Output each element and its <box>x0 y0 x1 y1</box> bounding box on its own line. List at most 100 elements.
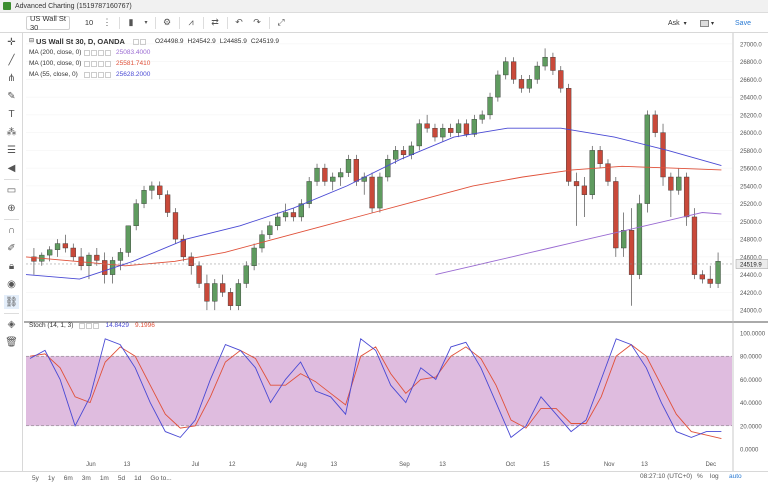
candle-body <box>550 56 556 71</box>
collapse-icon[interactable]: ⊟ <box>29 38 35 44</box>
symbol-search-input[interactable]: US Wall St 30 <box>26 14 70 32</box>
indicators-icon[interactable]: ⩘ <box>188 17 194 27</box>
time-tick-label: Jun <box>86 462 96 468</box>
layers-icon[interactable]: ◈ <box>7 318 16 330</box>
text-tool-icon[interactable]: T <box>8 108 15 120</box>
ma-value: 25581.7410 <box>116 60 151 67</box>
chevron-down-icon: ▾ <box>683 20 687 27</box>
clock-time[interactable]: 08:27:10 (UTC+0) <box>640 473 693 480</box>
interval-select[interactable]: 10 <box>84 18 94 27</box>
stay-drawing-icon[interactable]: ✐ <box>7 242 16 254</box>
range-5y[interactable]: 5y <box>32 474 39 482</box>
window-title: Advanced Charting (1519787160767) <box>15 2 132 10</box>
price-type-select[interactable]: Ask ▾ <box>668 16 690 30</box>
range-6m[interactable]: 6m <box>63 474 73 482</box>
link-icon[interactable]: ⛓︎ <box>4 295 19 309</box>
stoch-d-line <box>29 344 722 440</box>
goto-date-button[interactable]: Go to... <box>150 474 172 482</box>
eye-icon[interactable]: ◉ <box>7 278 16 290</box>
ohlc-low: L24485.9 <box>219 38 247 45</box>
interval-dropdown-icon[interactable]: ⋮ <box>102 17 112 27</box>
candle-body <box>125 225 131 253</box>
top-toolbar: US Wall St 30 10 ⋮ ▮ ▾ ⚙ ⩘ ⇄ ↶ ↷ ⤢ <box>0 13 768 33</box>
ohlc-open: O24498.9 <box>154 38 184 45</box>
candle-body <box>133 203 139 227</box>
trend-line-icon[interactable]: ╱ <box>8 54 15 66</box>
fullscreen-icon[interactable]: ⤢ <box>277 17 285 27</box>
price-tick-label: 24200.0 <box>740 291 762 297</box>
candle-body <box>597 150 603 164</box>
ma-200-legend[interactable]: MA (200, close, 0) 25083.4000 <box>29 47 279 58</box>
candle-body <box>290 212 297 218</box>
color-theme-button[interactable]: ▾ <box>700 16 718 30</box>
color-swatch-icon <box>700 19 709 27</box>
magnet-icon[interactable]: ∩ <box>7 224 16 236</box>
time-tick-label: 13 <box>641 462 648 468</box>
candle-body <box>542 56 548 67</box>
candle-body <box>644 114 650 204</box>
candle-body <box>243 265 249 284</box>
candle-body <box>573 181 580 187</box>
lock-icon[interactable]: 🔒︎ <box>8 260 15 272</box>
candle-body <box>180 238 186 258</box>
range-1m[interactable]: 1m <box>99 474 109 482</box>
save-button[interactable]: Save <box>735 19 751 27</box>
measure-icon[interactable]: ▭ <box>6 184 17 196</box>
last-price-badge <box>735 259 768 269</box>
candle-body <box>707 278 713 284</box>
pattern-icon[interactable]: ⁂ <box>6 126 17 138</box>
ma-100-legend[interactable]: MA (100, close, 0) 25581.7410 <box>29 58 279 69</box>
candle-body <box>526 79 532 89</box>
range-1d[interactable]: 1d <box>134 474 142 482</box>
stoch-legend[interactable]: Stoch (14, 1, 3) 14.8429 9.1996 <box>29 322 155 329</box>
ma-55-legend[interactable]: MA (55, close, 0) 25628.2000 <box>29 69 279 80</box>
time-tick-label: Sep <box>399 462 410 468</box>
price-tick-label: 25600.0 <box>740 167 762 173</box>
trash-icon[interactable]: 🗑︎ <box>5 336 18 348</box>
candle-body <box>463 123 470 135</box>
ma-label: MA (100, close, 0) <box>29 60 82 67</box>
candle-body <box>534 65 540 80</box>
candle-body <box>345 159 352 173</box>
candle-style-icon[interactable]: ▮ <box>128 17 134 27</box>
stoch-tick-label: 80.0000 <box>740 355 762 361</box>
ma-value: 25083.4000 <box>116 49 151 56</box>
range-5d[interactable]: 5d <box>117 474 126 482</box>
stoch-k-value: 14.8429 <box>105 322 129 329</box>
fib-icon[interactable]: ☰ <box>7 144 16 156</box>
candle-body <box>251 247 257 266</box>
candle-body <box>699 274 705 280</box>
log-toggle[interactable]: log <box>710 473 719 480</box>
chevron-down-icon[interactable]: ▾ <box>144 20 148 26</box>
zoom-in-icon[interactable]: ⊕ <box>7 202 16 214</box>
symbol-title: US Wall St 30, D, OANDA <box>36 37 125 46</box>
percent-toggle[interactable]: % <box>697 473 703 480</box>
candle-body <box>70 247 76 258</box>
redo-icon[interactable]: ↷ <box>253 17 261 27</box>
candle-body <box>510 61 517 80</box>
brush-icon[interactable]: ✎ <box>7 90 16 102</box>
crosshair-icon[interactable]: ✛ <box>7 36 16 48</box>
undo-icon[interactable]: ↶ <box>235 17 243 27</box>
candle-body <box>479 114 485 120</box>
candle-body <box>102 260 108 275</box>
last-price-label: 24519.9 <box>740 262 762 268</box>
ohlc-high: H24542.9 <box>187 38 216 45</box>
candle-body <box>94 254 100 261</box>
candle-body <box>393 150 399 160</box>
compare-icon[interactable]: ⇄ <box>211 17 219 27</box>
candle-body <box>715 261 721 284</box>
chart-canvas[interactable]: 27000.0 26800.0 26600.0 26400.0 26200.0 26000… <box>24 33 768 471</box>
gear-icon[interactable]: ⚙ <box>162 17 172 27</box>
pitchfork-icon[interactable]: ⋔ <box>7 72 16 84</box>
price-tick-label: 26000.0 <box>740 131 762 137</box>
candle-body <box>503 61 509 76</box>
arrow-left-icon[interactable]: ◀ <box>7 162 16 174</box>
auto-toggle[interactable]: auto <box>729 473 742 480</box>
range-1y[interactable]: 1y <box>47 474 55 482</box>
candle-body <box>275 216 281 227</box>
window-titlebar: Advanced Charting (1519787160767) <box>0 0 768 13</box>
range-3m[interactable]: 3m <box>81 474 91 482</box>
candle-body <box>652 114 658 133</box>
time-tick-label: Jul <box>192 462 200 468</box>
